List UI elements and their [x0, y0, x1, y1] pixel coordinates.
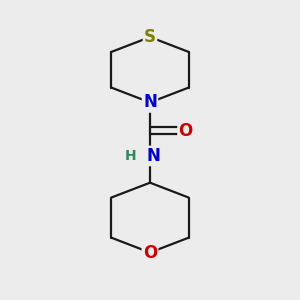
Text: N: N — [143, 93, 157, 111]
Text: O: O — [178, 122, 193, 140]
Text: H: H — [125, 149, 136, 163]
Text: S: S — [144, 28, 156, 46]
Text: O: O — [143, 244, 157, 262]
Text: N: N — [146, 147, 160, 165]
